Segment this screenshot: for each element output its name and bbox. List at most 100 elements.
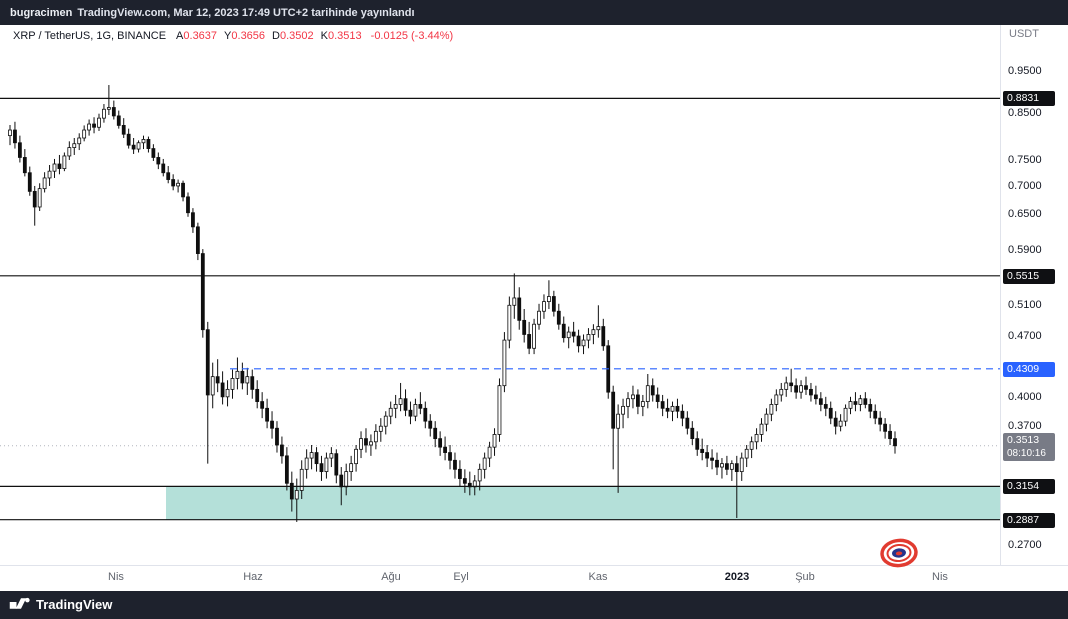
candle bbox=[566, 331, 571, 339]
candle bbox=[799, 385, 803, 393]
candle bbox=[547, 296, 551, 303]
candle bbox=[161, 163, 166, 174]
price-tick-label: 0.5900 bbox=[1008, 244, 1042, 257]
candle bbox=[448, 452, 452, 461]
candle bbox=[195, 226, 200, 254]
candle bbox=[581, 339, 586, 347]
tradingview-logo-icon[interactable] bbox=[9, 596, 30, 614]
candle bbox=[853, 401, 858, 405]
candle bbox=[734, 463, 739, 473]
candle bbox=[873, 410, 878, 419]
publish-username: bugracimen bbox=[10, 6, 73, 19]
quote-currency-label: USDT bbox=[1009, 28, 1039, 40]
candle bbox=[883, 423, 888, 432]
candle bbox=[215, 376, 220, 384]
candle bbox=[512, 297, 517, 306]
candle bbox=[220, 382, 225, 398]
candle bbox=[205, 329, 210, 396]
candle bbox=[17, 142, 22, 158]
candle bbox=[67, 147, 72, 157]
candle bbox=[428, 420, 433, 429]
candle bbox=[502, 339, 507, 387]
candle bbox=[823, 404, 828, 409]
candle bbox=[210, 376, 215, 396]
time-axis-label: Şub bbox=[795, 571, 815, 583]
candle bbox=[784, 382, 789, 390]
candle bbox=[126, 133, 131, 146]
candle bbox=[695, 438, 700, 450]
candle bbox=[97, 117, 101, 128]
candle bbox=[141, 139, 146, 144]
candle bbox=[314, 452, 319, 465]
candlestick-chart[interactable] bbox=[0, 25, 1000, 565]
candle bbox=[369, 441, 373, 446]
candle bbox=[596, 326, 601, 331]
candle bbox=[462, 478, 467, 484]
candle bbox=[611, 391, 616, 429]
candle bbox=[542, 301, 546, 312]
price-line-label: 0.8831 bbox=[1003, 91, 1055, 107]
candle bbox=[102, 108, 106, 119]
ohlc-high: Y0.3656 bbox=[224, 30, 266, 42]
candle bbox=[393, 404, 398, 409]
candle bbox=[13, 129, 17, 144]
candle bbox=[818, 398, 823, 405]
candle bbox=[636, 394, 640, 407]
candle bbox=[868, 404, 873, 412]
candle bbox=[438, 438, 443, 448]
candle bbox=[349, 463, 354, 473]
price-tick-label: 0.5100 bbox=[1008, 299, 1042, 312]
candle bbox=[586, 334, 591, 341]
candle bbox=[299, 468, 304, 491]
candle bbox=[146, 139, 151, 149]
candle bbox=[294, 490, 299, 500]
support-zone[interactable] bbox=[166, 486, 1000, 520]
candle bbox=[680, 410, 685, 419]
candle bbox=[334, 453, 339, 476]
candle bbox=[779, 388, 784, 396]
ohlc-open: A0.3637 bbox=[176, 30, 218, 42]
candle bbox=[57, 163, 62, 169]
candle bbox=[458, 468, 462, 479]
tradingview-brand[interactable]: TradingView bbox=[36, 597, 113, 612]
candle bbox=[809, 388, 813, 396]
candle bbox=[843, 407, 848, 422]
candle bbox=[52, 163, 57, 172]
candle bbox=[705, 452, 710, 459]
time-axis-label: Nis bbox=[932, 571, 948, 583]
candle bbox=[42, 177, 47, 190]
candle bbox=[532, 323, 536, 349]
candle bbox=[670, 405, 675, 412]
candle bbox=[413, 404, 418, 417]
candle bbox=[527, 334, 532, 349]
candle bbox=[482, 457, 487, 470]
candle bbox=[828, 407, 833, 419]
candle bbox=[378, 425, 383, 432]
candle bbox=[477, 468, 482, 482]
candle bbox=[675, 405, 680, 412]
candle bbox=[359, 438, 363, 450]
candle bbox=[255, 388, 260, 402]
brand-bar: TradingView bbox=[0, 590, 1068, 619]
candle bbox=[690, 427, 695, 440]
sticker-icon[interactable] bbox=[878, 535, 919, 571]
candle bbox=[631, 394, 635, 400]
candle bbox=[106, 107, 111, 110]
candle bbox=[77, 137, 82, 145]
candle bbox=[339, 474, 344, 488]
candle bbox=[32, 190, 37, 208]
candle bbox=[517, 297, 522, 321]
candle bbox=[344, 471, 349, 488]
time-axis[interactable]: Nis Haz Ağu Eyl Kas 2023 Şub Nis bbox=[0, 565, 1068, 591]
candle bbox=[423, 407, 428, 422]
candle bbox=[250, 376, 255, 390]
candle bbox=[72, 143, 77, 148]
price-axis[interactable]: USDT 0.9500 0.8500 0.7500 0.7000 0.6500 0.590… bbox=[1000, 25, 1068, 565]
candle bbox=[265, 407, 269, 422]
candle bbox=[433, 427, 438, 440]
candle bbox=[383, 415, 388, 427]
candle bbox=[191, 212, 195, 228]
candle bbox=[561, 323, 566, 339]
candle bbox=[92, 123, 96, 128]
candle bbox=[111, 107, 116, 117]
